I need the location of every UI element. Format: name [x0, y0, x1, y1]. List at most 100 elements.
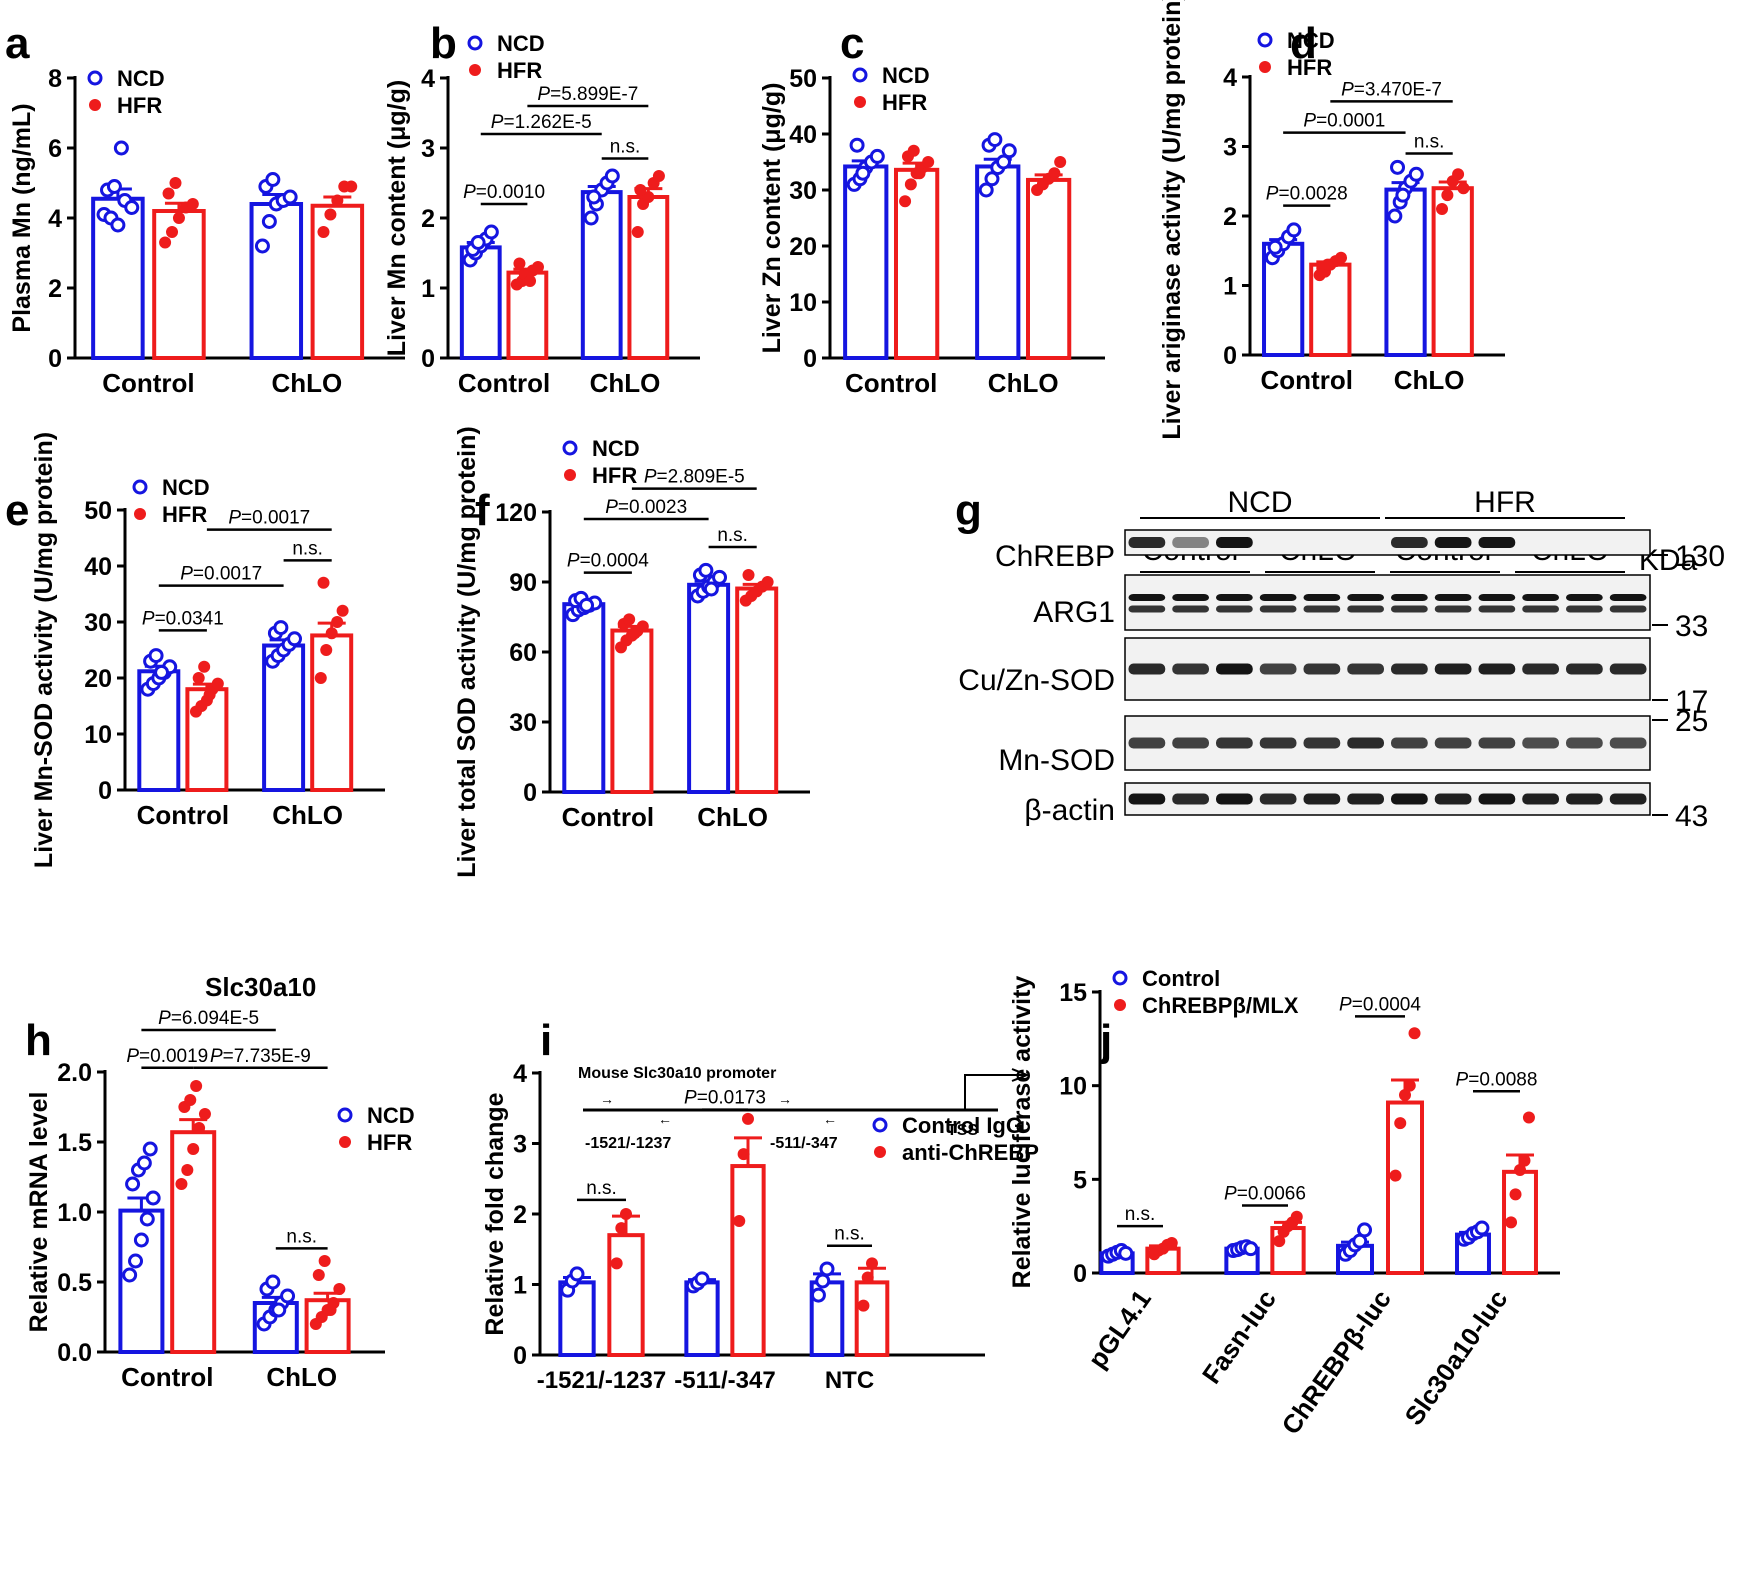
- blot-band: [1478, 594, 1516, 601]
- blot-band: [1216, 605, 1253, 613]
- data-point-open: [271, 1302, 287, 1318]
- y-tick-label: 4: [1223, 64, 1237, 92]
- data-point-filled: [324, 208, 337, 221]
- bar-NCD-Control: [562, 602, 606, 795]
- blot-band: [1128, 663, 1166, 675]
- legend-label: NCD: [1287, 28, 1335, 53]
- blot-band: [1172, 594, 1209, 601]
- blot-band: [1172, 793, 1209, 805]
- data-point-filled: [317, 576, 330, 589]
- significance-label: n.s.: [1414, 131, 1445, 152]
- blot-band: [1128, 793, 1166, 805]
- data-point-open: [280, 1288, 296, 1304]
- blot-band: [1434, 594, 1472, 601]
- legend-marker-filled: [339, 1136, 351, 1148]
- data-point-filled: [899, 195, 912, 208]
- data-point-filled: [913, 167, 926, 180]
- blot-band: [1216, 663, 1253, 675]
- significance-label: P=0.0066: [1224, 1184, 1306, 1205]
- x-category-label: Control: [845, 368, 937, 398]
- y-tick-label: 1: [1223, 273, 1237, 301]
- data-point-open: [1387, 208, 1403, 224]
- y-tick-label: 4: [48, 205, 62, 233]
- data-point-open: [273, 620, 289, 636]
- significance-label: n.s.: [286, 1226, 317, 1247]
- data-point-open: [106, 179, 122, 194]
- significance-label: P=0.0028: [1266, 184, 1348, 205]
- data-point-open: [254, 238, 270, 254]
- y-tick-label: 50: [84, 497, 112, 525]
- blot-band: [1522, 605, 1559, 613]
- data-point-open: [996, 154, 1012, 170]
- data-point-open: [1390, 159, 1406, 175]
- data-point-filled: [1514, 1163, 1526, 1176]
- x-category-label: ChLO: [271, 368, 342, 398]
- blot-band: [1391, 605, 1428, 613]
- significance-label: n.s.: [717, 525, 748, 546]
- data-point-open: [987, 132, 1003, 148]
- data-point-open: [1474, 1220, 1490, 1236]
- panel-label-b: b: [430, 19, 457, 68]
- tss-arrow-head: [1011, 1068, 1030, 1082]
- y-tick-label: 6: [48, 135, 62, 163]
- y-axis-label: Liver ariginase activity (U/mg protein): [1158, 0, 1186, 440]
- legend-label: HFR: [1287, 55, 1332, 80]
- data-point-open: [583, 210, 599, 226]
- significance-label: P=5.899E-7: [537, 84, 638, 105]
- blot-band: [1347, 594, 1384, 601]
- data-point-filled: [198, 660, 211, 673]
- legend-label: NCD: [162, 475, 210, 500]
- data-point-open: [1267, 239, 1283, 255]
- bar-anti-ChREBP--1521/-1237: [607, 1233, 645, 1358]
- data-point-filled: [761, 576, 774, 588]
- data-point-filled: [634, 184, 647, 196]
- data-point-filled: [737, 1148, 750, 1161]
- y-axis-label: Liver Zn content (μg/g): [758, 83, 786, 354]
- x-category-label: pGL4.1: [1082, 1284, 1157, 1373]
- blot-band: [1303, 594, 1341, 601]
- legend-marker-open: [132, 479, 148, 495]
- data-point-open: [869, 148, 885, 164]
- blot-band: [1522, 663, 1559, 675]
- data-point-open: [604, 168, 620, 184]
- y-tick-label: 2: [513, 1201, 527, 1229]
- data-point-filled: [312, 1269, 325, 1281]
- y-tick-label: 30: [84, 609, 112, 637]
- blot-marker-label: 130: [1675, 540, 1725, 573]
- bar-HFR-ChLO: [310, 633, 354, 792]
- blot-band: [1259, 663, 1297, 675]
- x-category-label: Control: [121, 1362, 213, 1392]
- y-tick-label: 0: [523, 779, 537, 807]
- data-point-open: [849, 137, 865, 153]
- bar-anti-ChREBP--511/-347: [730, 1164, 766, 1358]
- data-point-filled: [187, 1143, 200, 1155]
- y-tick-label: 10: [84, 721, 112, 749]
- chart-j: 0 5 10 15 Relative luciferase activity pGL4.1…: [1008, 966, 1560, 1440]
- legend-marker-filled: [874, 1146, 886, 1158]
- y-tick-label: 0: [1223, 342, 1237, 370]
- significance-label: P=6.094E-5: [158, 1008, 259, 1029]
- significance-label: P=3.470E-7: [1341, 79, 1442, 100]
- legend-label: HFR: [882, 90, 927, 115]
- data-point-filled: [325, 627, 338, 640]
- data-point-filled: [620, 1208, 632, 1220]
- blot-protein-label: Cu/Zn-SOD: [958, 664, 1115, 697]
- data-point-open: [579, 597, 595, 613]
- legend-label: NCD: [882, 63, 930, 88]
- data-point-filled: [1509, 1188, 1522, 1201]
- blot-strip-ARG1: [1124, 574, 1651, 631]
- blot-band: [1259, 793, 1297, 805]
- tss-arrow: [964, 1074, 1025, 1110]
- data-point-open: [139, 1211, 155, 1227]
- blot-band: [1172, 663, 1209, 675]
- blot-band: [1478, 537, 1516, 548]
- legend-label: ChREBPβ/MLX: [1142, 993, 1299, 1018]
- data-point-open: [483, 224, 499, 240]
- legend-label: HFR: [117, 93, 162, 118]
- data-point-filled: [628, 627, 641, 640]
- panel-label-f: f: [475, 486, 490, 535]
- x-category-label: ChLO: [697, 802, 768, 832]
- blot-marker-label: 17: [1675, 685, 1708, 718]
- y-tick-label: 40: [789, 121, 817, 149]
